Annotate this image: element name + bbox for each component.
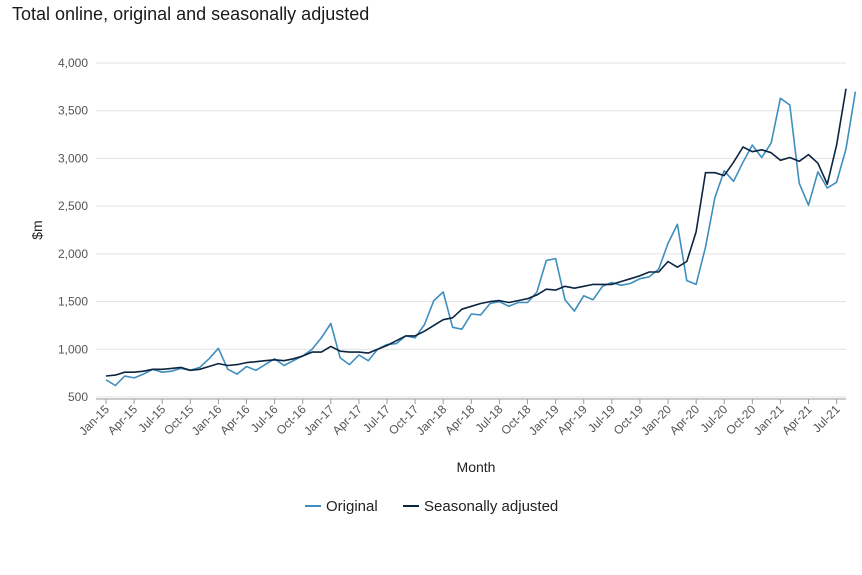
series-line-seasonally-adjusted: [105, 88, 847, 377]
series-line-original: [105, 91, 857, 387]
x-tick-label: Apr-16: [217, 402, 253, 438]
x-tick-label: Apr-19: [554, 402, 590, 438]
y-axis-title: $m: [29, 220, 45, 239]
chart-title: Total online, original and seasonally ad…: [12, 4, 370, 24]
x-tick-label: Apr-15: [105, 402, 141, 438]
y-tick-label: 1,000: [58, 342, 88, 356]
x-tick-label: Jan-15: [76, 402, 112, 438]
y-tick-label: 500: [68, 390, 88, 404]
x-tick-label: Oct-16: [273, 402, 309, 438]
x-tick-label: Apr-18: [442, 402, 478, 438]
x-tick-label: Jan-19: [526, 402, 562, 438]
x-tick-label: Jan-18: [413, 402, 449, 438]
x-tick-label: Jan-21: [751, 402, 787, 438]
x-tick-label: Oct-15: [161, 402, 197, 438]
x-axis-title: Month: [457, 459, 496, 475]
x-tick-label: Oct-20: [723, 402, 759, 438]
x-tick-label: Jan-20: [638, 402, 674, 438]
y-axis-ticks: 500 1,000 1,500 2,000 2,500 3,000 3,500 4,000: [58, 56, 88, 404]
x-tick-label: Jan-16: [189, 402, 225, 438]
x-tick-label: Jan-17: [301, 402, 337, 438]
legend-label-seasonally-adjusted: Seasonally adjusted: [424, 498, 558, 515]
y-tick-label: 1,500: [58, 295, 88, 309]
x-axis-ticks: Jan-15Apr-15Jul-15Oct-15Jan-16Apr-16Jul-…: [76, 399, 843, 438]
x-tick-label: Apr-20: [667, 402, 703, 438]
x-tick-label: Apr-17: [330, 402, 366, 438]
y-tick-label: 4,000: [58, 56, 88, 70]
legend: Original Seasonally adjusted: [305, 498, 558, 515]
grid-lines: [96, 62, 846, 398]
x-tick-label: Oct-18: [498, 402, 534, 438]
y-tick-label: 3,500: [58, 104, 88, 118]
y-tick-label: 2,000: [58, 247, 88, 261]
y-tick-label: 3,000: [58, 151, 88, 165]
x-tick-label: Oct-17: [386, 402, 422, 438]
legend-label-original: Original: [326, 498, 378, 515]
x-tick-label: Apr-21: [779, 402, 815, 438]
x-tick-label: Oct-19: [611, 402, 647, 438]
y-tick-label: 2,500: [58, 199, 88, 213]
x-tick-label: Jul-21: [810, 402, 843, 435]
series-lines: [105, 88, 857, 387]
